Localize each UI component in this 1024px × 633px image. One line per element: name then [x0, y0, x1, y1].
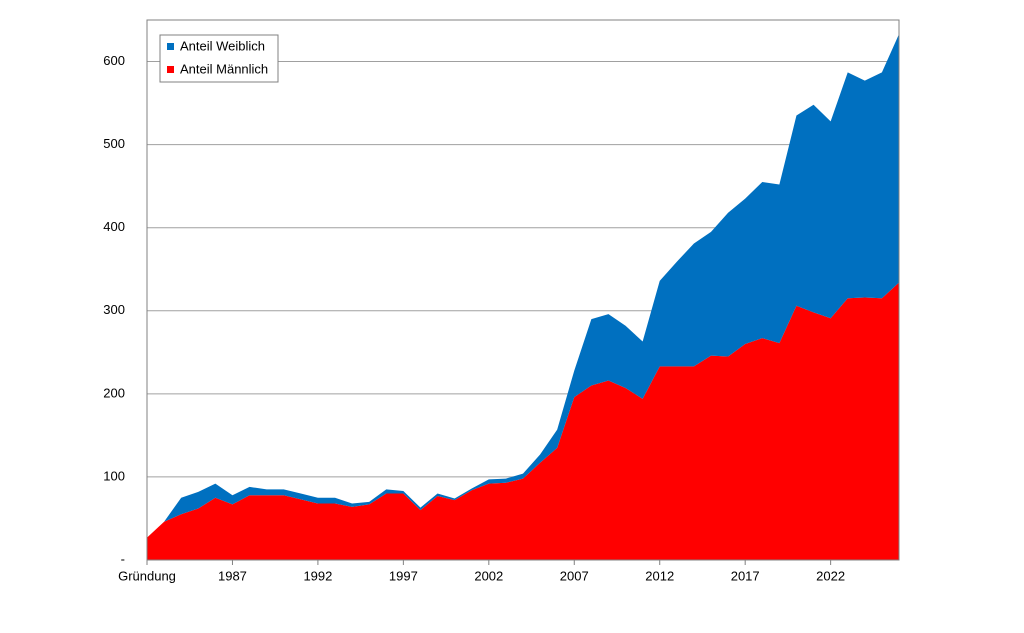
area [147, 282, 899, 560]
y-tick-label: 500 [103, 136, 125, 151]
legend-label: Anteil Männlich [180, 61, 268, 76]
x-tick-label: 2017 [731, 568, 760, 583]
x-tick-label: 2002 [474, 568, 503, 583]
legend-swatch [167, 43, 174, 50]
x-tick-label: 1997 [389, 568, 418, 583]
legend-label: Anteil Weiblich [180, 38, 265, 53]
x-tick-label: 1987 [218, 568, 247, 583]
y-tick-label: 100 [103, 468, 125, 483]
legend [159, 34, 279, 83]
x-tick-label: Gründung [118, 568, 176, 583]
plot-frame [146, 19, 900, 561]
area [147, 34, 899, 538]
y-tick-label: 600 [103, 53, 125, 68]
legend-swatch [167, 66, 174, 73]
y-tick-label: 200 [103, 385, 125, 400]
x-tick-label: 1992 [303, 568, 332, 583]
y-tick-label: 400 [103, 219, 125, 234]
x-tick-label: 2012 [645, 568, 674, 583]
x-tick-label: 2007 [560, 568, 589, 583]
x-tick-label: 2022 [816, 568, 845, 583]
y-tick-label: - [121, 551, 125, 566]
y-tick-label: 300 [103, 302, 125, 317]
